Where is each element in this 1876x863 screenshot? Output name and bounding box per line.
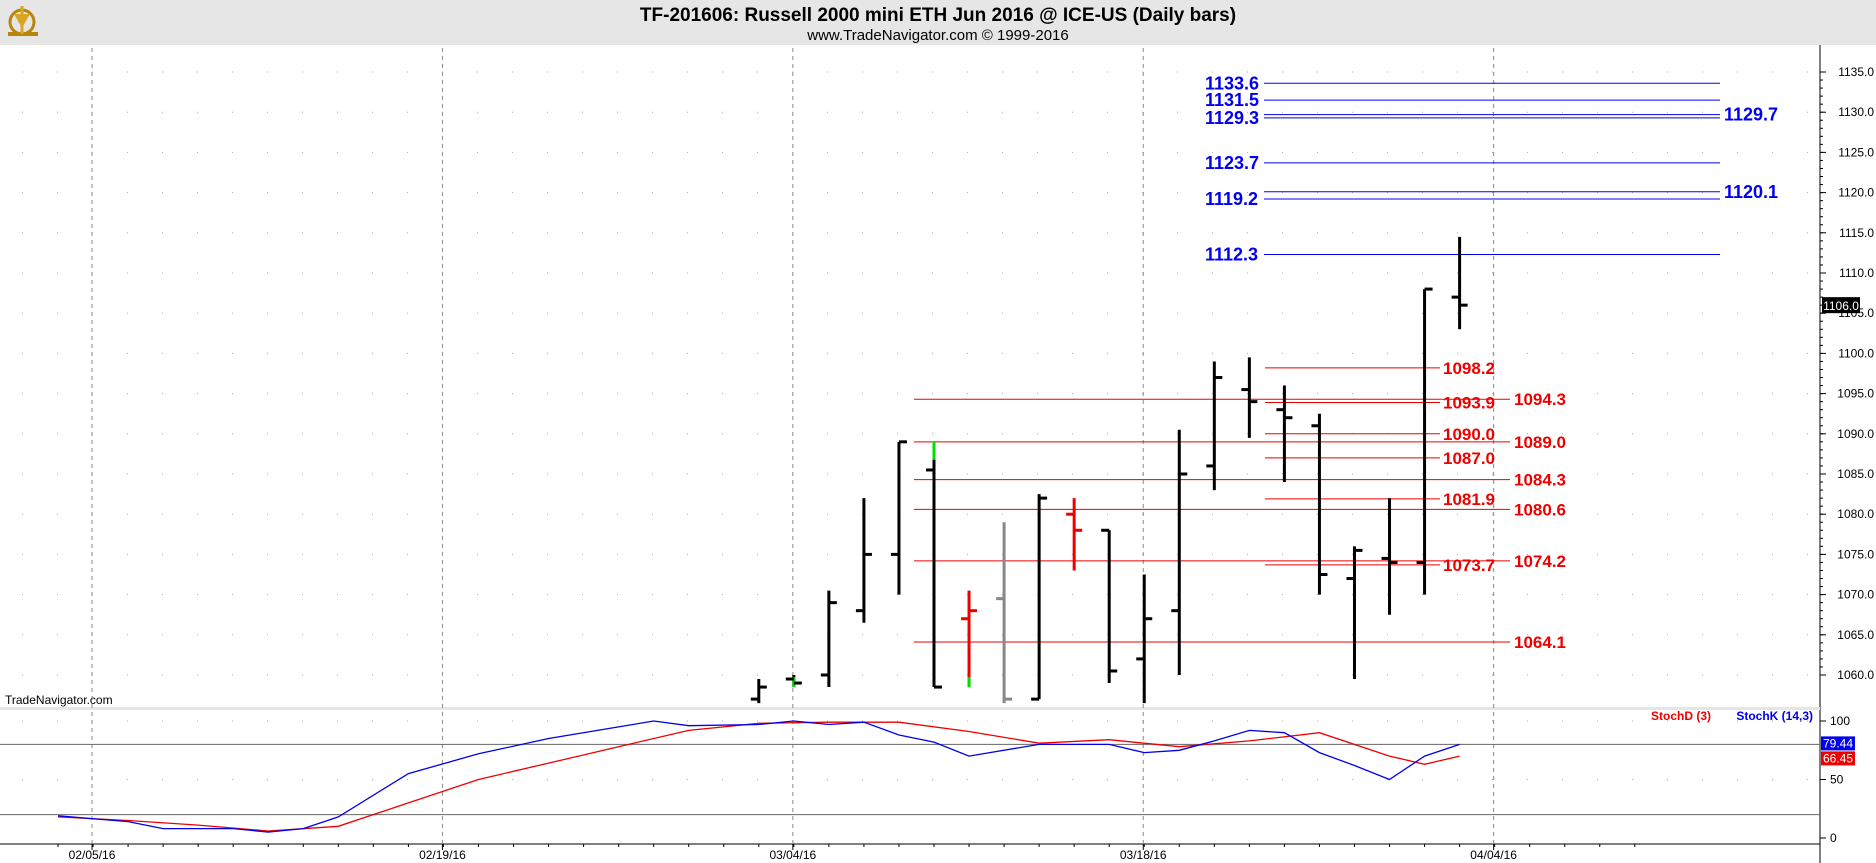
price-tick-label: 1065.0 [1837, 628, 1874, 642]
blue-level-label: 1119.2 [1205, 189, 1258, 209]
blue-level-label: 1131.5 [1205, 90, 1259, 110]
blue-level-label: 1133.6 [1205, 73, 1259, 93]
ohlc-bar [890, 440, 907, 595]
price-tick-label: 1115.0 [1839, 226, 1874, 240]
ohlc-bar [1136, 574, 1153, 704]
watermark-text: TradeNavigator.com [5, 693, 113, 707]
ohlc-bar [1241, 357, 1258, 438]
ohlc-bar [1101, 528, 1118, 684]
ohlc-bar [1451, 236, 1468, 330]
blue-level-label: 1129.3 [1205, 108, 1259, 128]
ohlc-bar [1206, 361, 1223, 491]
price-tick-label: 1090.0 [1837, 427, 1874, 441]
date-tick-label: 02/19/16 [419, 848, 466, 862]
red-level-label-short: 1087.0 [1443, 449, 1495, 468]
stoch-series-line [57, 720, 1460, 833]
ohlc-bar [996, 522, 1013, 704]
ohlc-bar [1276, 385, 1293, 483]
red-level-label-short: 1093.9 [1443, 393, 1495, 412]
last-price-box [1822, 297, 1860, 314]
ohlc-bar [1346, 546, 1363, 680]
price-tick-label: 1080.0 [1837, 507, 1874, 521]
price-tick-label: 1110.0 [1839, 266, 1874, 280]
date-tick-label: 03/18/16 [1120, 848, 1167, 862]
price-tick-label: 1075.0 [1837, 547, 1874, 561]
price-tick-label: 1085.0 [1837, 467, 1874, 481]
chart-subtitle: www.TradeNavigator.com © 1999-2016 [806, 27, 1068, 44]
ohlc-bar [855, 498, 872, 623]
date-tick-label: 03/04/16 [769, 848, 816, 862]
ohlc-bar [1311, 413, 1328, 595]
price-axis-ticks: 1060.0 1065.0 1070.0 1075.0 1080.0 1085.0 1090… [1820, 65, 1874, 845]
stochk-last-box [1821, 736, 1855, 751]
ohlc-bar [785, 675, 802, 688]
price-tick-label: 1060.0 [1837, 668, 1874, 682]
panel-divider [0, 707, 1820, 710]
tradenavigator-logo-icon[interactable] [8, 6, 38, 36]
ohlc-bar [1171, 429, 1188, 675]
ohlc-bar [1416, 287, 1433, 595]
stochk-last-label: 79.44 [1823, 736, 1853, 750]
ohlc-bar [1031, 494, 1048, 701]
date-axis-ticks: 02/05/16 02/19/16 03/04/16 03/18/16 04/04/16 [57, 844, 1636, 862]
price-tick-label: 1095.0 [1837, 387, 1874, 401]
price-tick-label: 1070.0 [1837, 588, 1874, 602]
date-tick-label: 04/04/16 [1470, 848, 1517, 862]
ohlc-bar [820, 590, 837, 688]
stoch-tick-label: 100 [1830, 714, 1850, 728]
date-tick-label: 02/05/16 [69, 848, 116, 862]
red-level-label: 1089.0 [1514, 433, 1566, 452]
price-tick-label: 1130.0 [1838, 105, 1874, 119]
stoch-tick-label: 50 [1830, 773, 1844, 787]
header-bar [0, 0, 1876, 45]
price-axis-area [1820, 45, 1876, 863]
ohlc-bars [750, 236, 1468, 704]
red-level-label-short: 1098.2 [1443, 359, 1495, 378]
blue-level-label: 1112.3 [1205, 245, 1258, 265]
red-level-label: 1064.1 [1514, 633, 1566, 652]
red-level-label-short: 1073.7 [1443, 556, 1495, 575]
red-level-label-short: 1081.9 [1443, 490, 1495, 509]
red-level-label: 1074.2 [1514, 552, 1566, 571]
ohlc-bar [1381, 498, 1398, 615]
price-tick-label: 1135.0 [1838, 65, 1874, 79]
price-tick-label: 1120.0 [1838, 186, 1874, 200]
blue-right-label: 1129.7 [1724, 105, 1778, 125]
stochk-legend: StochK (14,3) [1736, 709, 1813, 723]
blue-right-label: 1120.1 [1724, 182, 1778, 202]
stoch-tick-label: 0 [1830, 831, 1837, 845]
red-level-label: 1094.3 [1514, 390, 1566, 409]
ohlc-bar [961, 590, 978, 688]
stochd-legend: StochD (3) [1651, 709, 1711, 723]
ohlc-bar [1066, 498, 1083, 571]
stochd-last-label: 66.45 [1823, 751, 1853, 765]
last-price-label: 1106.0 [1823, 299, 1859, 313]
ohlc-bar [926, 441, 942, 689]
red-level-label: 1080.6 [1514, 500, 1566, 519]
ohlc-bar [750, 679, 767, 704]
stochd-last-box [1821, 751, 1855, 766]
chart-title: TF-201606: Russell 2000 mini ETH Jun 201… [640, 5, 1236, 26]
blue-level-label: 1123.7 [1205, 153, 1259, 173]
price-tick-label: 1125.0 [1838, 145, 1874, 159]
red-level-label-short: 1090.0 [1443, 425, 1495, 444]
date-axis-area [0, 844, 1820, 863]
price-tick-label: 1100.0 [1838, 346, 1874, 360]
red-level-label: 1084.3 [1514, 471, 1566, 490]
